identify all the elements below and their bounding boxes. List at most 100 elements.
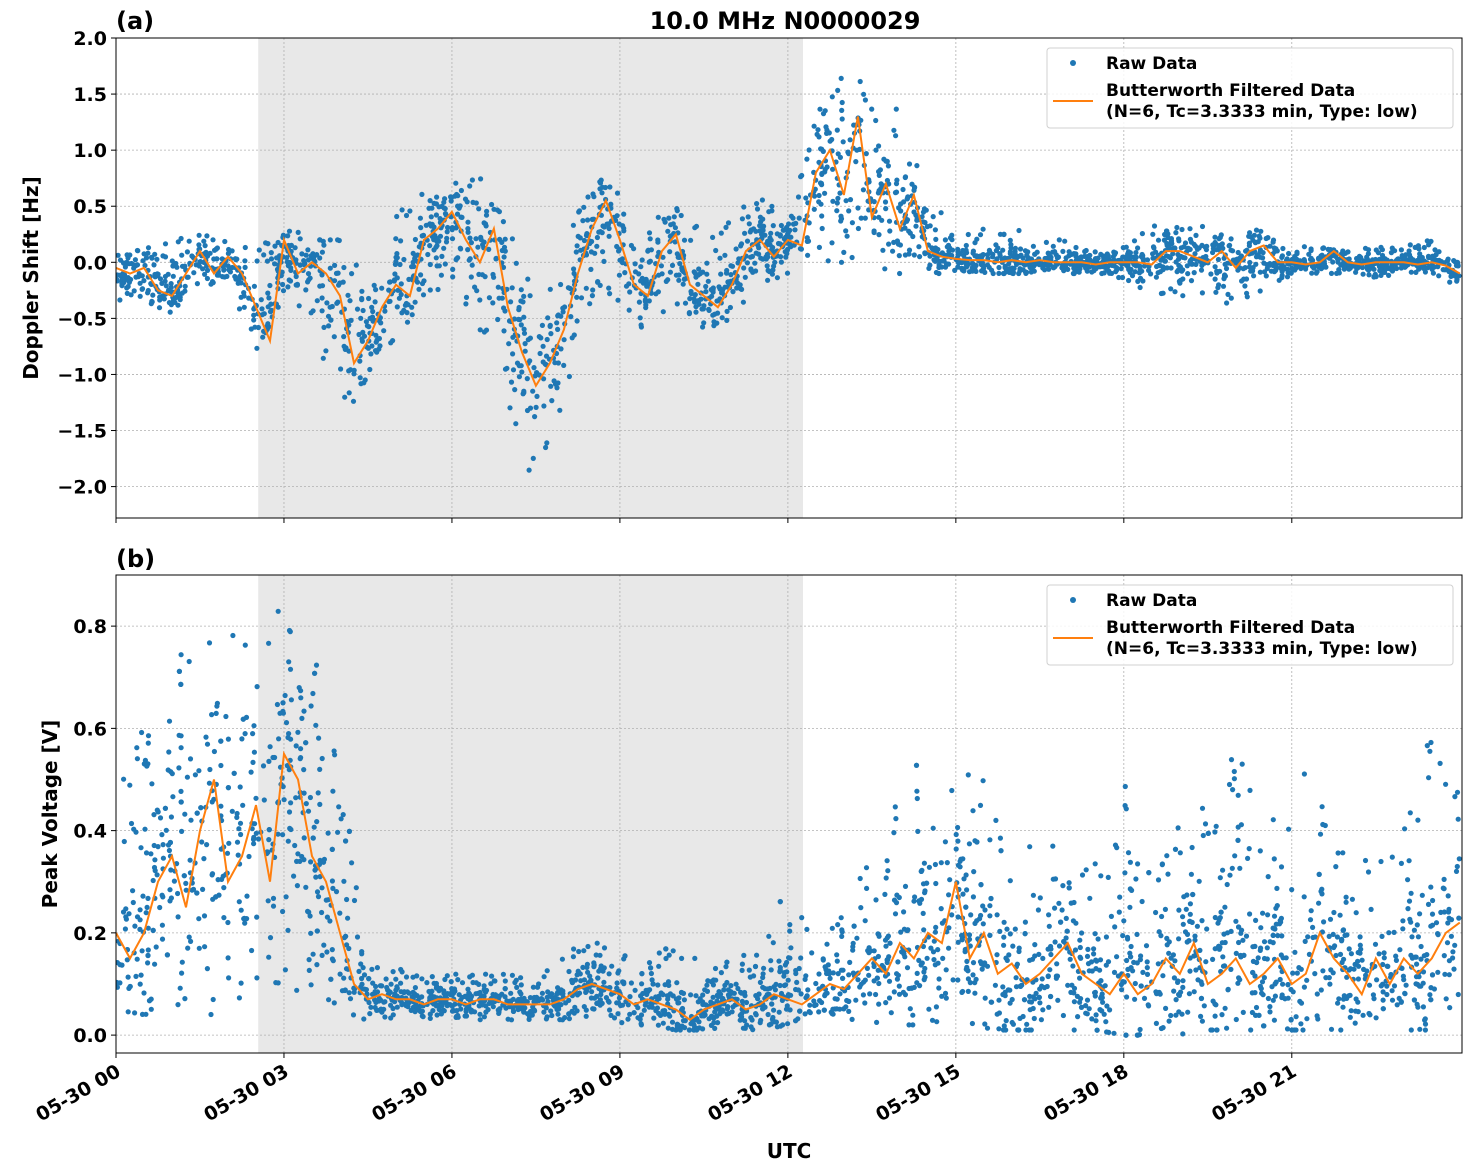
raw-data-point: [522, 327, 527, 332]
raw-data-point: [1400, 255, 1405, 260]
raw-data-point: [743, 275, 748, 280]
raw-data-point: [572, 332, 577, 337]
raw-data-point: [1037, 986, 1042, 991]
raw-data-point: [158, 276, 163, 281]
raw-data-point: [328, 317, 333, 322]
raw-data-point: [1360, 958, 1365, 963]
raw-data-point: [527, 468, 532, 473]
raw-data-point: [1407, 858, 1412, 863]
raw-data-point: [1247, 846, 1252, 851]
raw-data-point: [137, 927, 142, 932]
raw-data-point: [167, 848, 172, 853]
raw-data-point: [838, 214, 843, 219]
raw-data-point: [378, 320, 383, 325]
raw-data-point: [922, 861, 927, 866]
raw-data-point: [477, 297, 482, 302]
raw-data-point: [288, 667, 293, 672]
raw-data-point: [152, 962, 157, 967]
raw-data-point: [893, 133, 898, 138]
raw-data-point: [893, 816, 898, 821]
raw-data-point: [1089, 269, 1094, 274]
raw-data-point: [373, 287, 378, 292]
raw-data-point: [285, 735, 290, 740]
raw-data-point: [328, 237, 333, 242]
raw-data-point: [945, 244, 950, 249]
raw-data-point: [607, 1007, 612, 1012]
raw-data-point: [615, 980, 620, 985]
raw-data-point: [1232, 776, 1237, 781]
raw-data-point: [638, 315, 643, 320]
raw-data-point: [251, 313, 256, 318]
raw-data-point: [1072, 1027, 1077, 1032]
raw-data-point: [537, 334, 542, 339]
raw-data-point: [1319, 891, 1324, 896]
raw-data-point: [561, 363, 566, 368]
raw-data-point: [1001, 943, 1006, 948]
raw-data-point: [528, 995, 533, 1000]
raw-data-point: [145, 896, 150, 901]
raw-data-point: [839, 76, 844, 81]
raw-data-point: [933, 246, 938, 251]
raw-data-point: [441, 200, 446, 205]
raw-data-point: [997, 929, 1002, 934]
raw-data-point: [1031, 893, 1036, 898]
raw-data-point: [1302, 257, 1307, 262]
raw-data-point: [418, 225, 423, 230]
raw-data-point: [1431, 271, 1436, 276]
raw-data-point: [465, 220, 470, 225]
raw-data-point: [858, 876, 863, 881]
legend-filtered-label: Butterworth Filtered Data: [1106, 81, 1355, 101]
raw-data-point: [960, 892, 965, 897]
raw-data-point: [405, 320, 410, 325]
raw-data-point: [1224, 300, 1229, 305]
raw-data-point: [519, 287, 524, 292]
raw-data-point: [1176, 236, 1181, 241]
raw-data-point: [1443, 782, 1448, 787]
raw-data-point: [1000, 984, 1005, 989]
raw-data-point: [1174, 997, 1179, 1002]
raw-data-point: [807, 1009, 812, 1014]
raw-data-point: [1392, 983, 1397, 988]
raw-data-point: [713, 248, 718, 253]
raw-data-point: [1179, 227, 1184, 232]
raw-data-point: [777, 1010, 782, 1015]
raw-data-point: [656, 964, 661, 969]
raw-data-point: [741, 1026, 746, 1031]
raw-data-point: [126, 1009, 131, 1014]
raw-data-point: [847, 960, 852, 965]
raw-data-point: [1153, 910, 1158, 915]
raw-data-point: [960, 856, 965, 861]
raw-data-point: [1342, 933, 1347, 938]
raw-data-point: [1436, 932, 1441, 937]
raw-data-point: [255, 258, 260, 263]
raw-data-point: [1046, 912, 1051, 917]
raw-data-point: [1180, 985, 1185, 990]
raw-data-point: [295, 851, 300, 856]
raw-data-point: [876, 1002, 881, 1007]
raw-data-point: [1290, 971, 1295, 976]
raw-data-point: [1225, 292, 1230, 297]
raw-data-point: [1381, 998, 1386, 1003]
raw-data-point: [960, 989, 965, 994]
raw-data-point: [1085, 998, 1090, 1003]
raw-data-point: [320, 250, 325, 255]
raw-data-point: [185, 775, 190, 780]
raw-data-point: [582, 977, 587, 982]
raw-data-point: [349, 271, 354, 276]
raw-data-point: [981, 921, 986, 926]
raw-data-point: [855, 205, 860, 210]
raw-data-point: [1124, 245, 1129, 250]
raw-data-point: [804, 927, 809, 932]
raw-data-point: [285, 284, 290, 289]
raw-data-point: [754, 201, 759, 206]
raw-data-point: [1085, 954, 1090, 959]
raw-data-point: [1250, 990, 1255, 995]
raw-data-point: [1036, 952, 1041, 957]
raw-data-point: [1399, 1000, 1404, 1005]
raw-data-point: [933, 237, 938, 242]
raw-data-point: [682, 238, 687, 243]
raw-data-point: [186, 275, 191, 280]
raw-data-point: [132, 924, 137, 929]
raw-data-point: [1227, 243, 1232, 248]
raw-data-point: [673, 225, 678, 230]
